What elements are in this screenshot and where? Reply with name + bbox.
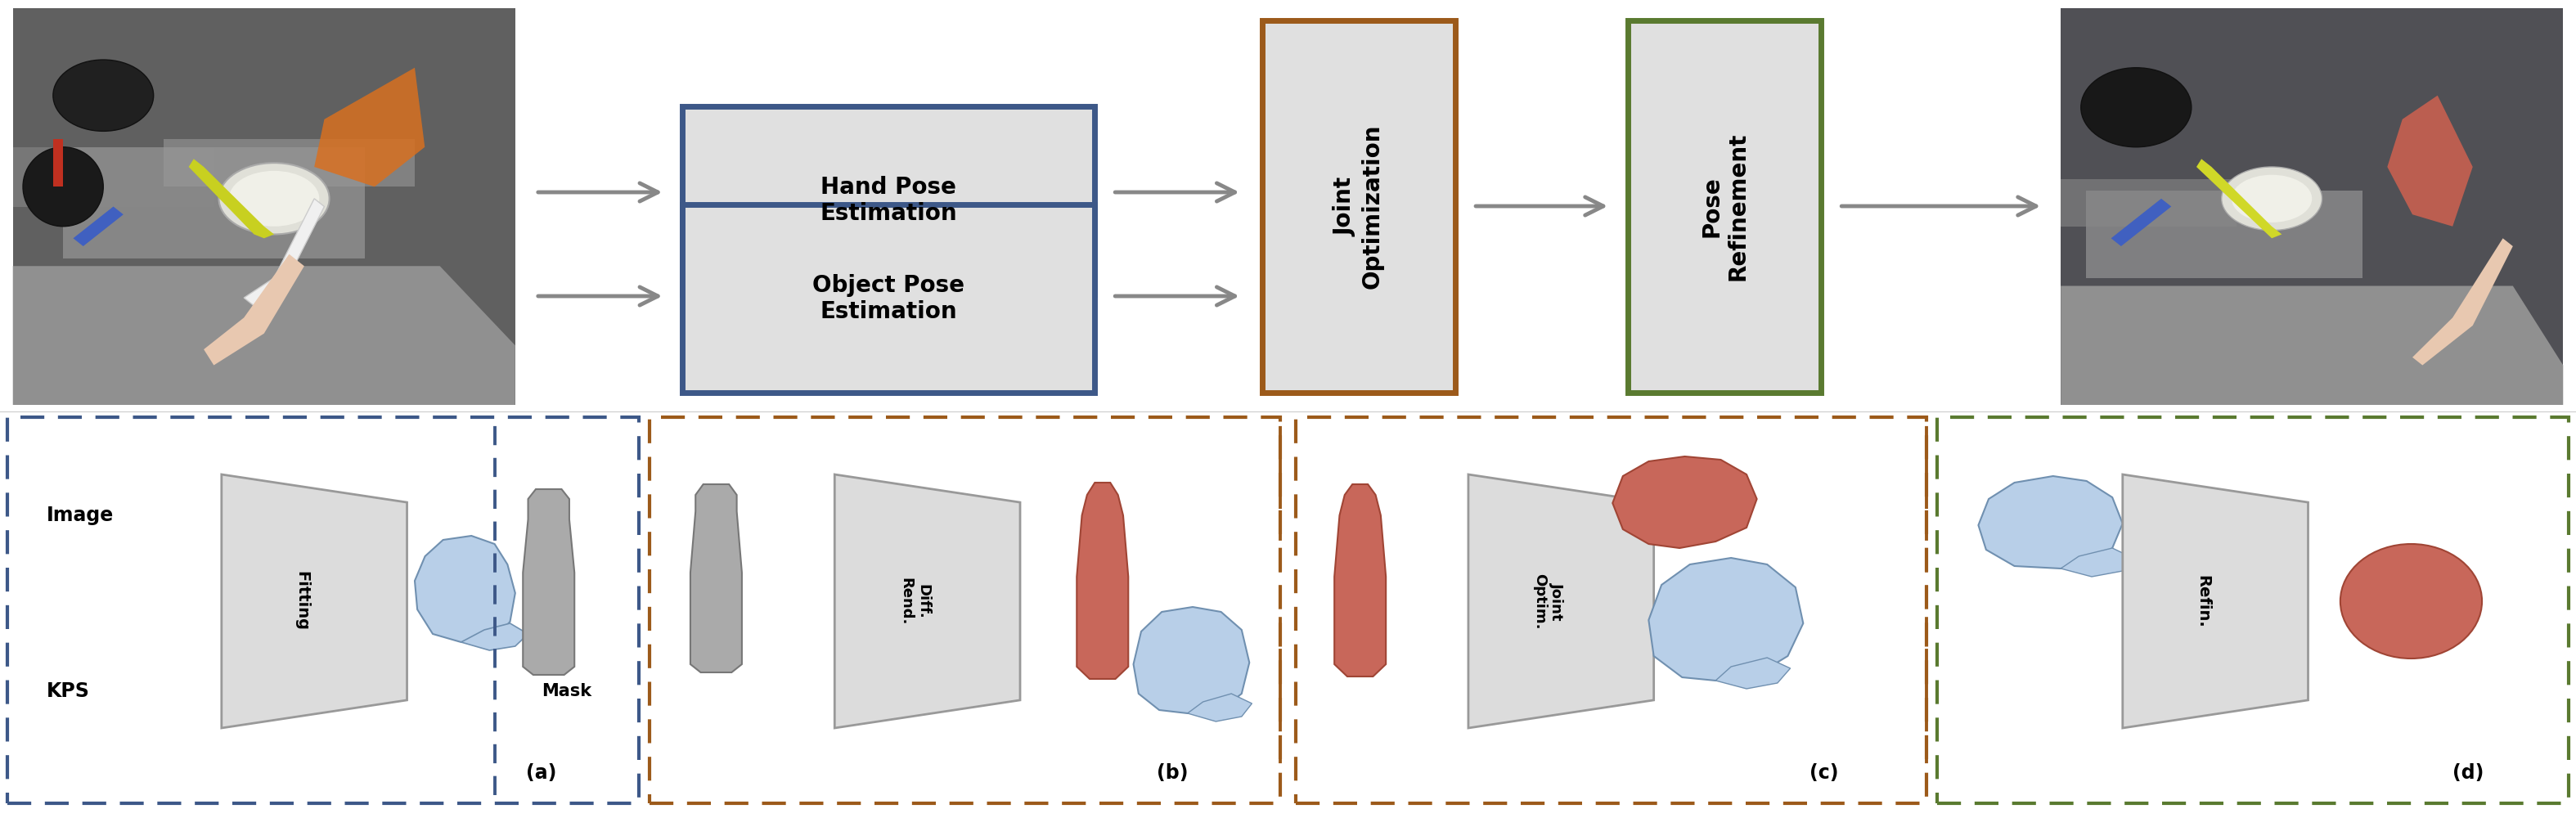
Polygon shape bbox=[1133, 607, 1249, 713]
Text: Joint
Optim.: Joint Optim. bbox=[1533, 573, 1564, 629]
Text: Object Pose
Estimation: Object Pose Estimation bbox=[811, 274, 966, 323]
Ellipse shape bbox=[229, 171, 319, 227]
Text: Diff.
Rend.: Diff. Rend. bbox=[899, 578, 930, 625]
Text: (c): (c) bbox=[1808, 763, 1839, 783]
Polygon shape bbox=[245, 199, 325, 306]
Text: KPS: KPS bbox=[46, 681, 90, 701]
Polygon shape bbox=[690, 484, 742, 672]
FancyBboxPatch shape bbox=[683, 204, 1095, 393]
Polygon shape bbox=[188, 159, 273, 238]
Polygon shape bbox=[1613, 456, 1757, 548]
Polygon shape bbox=[1716, 658, 1790, 689]
Text: Joint
Optimization: Joint Optimization bbox=[1334, 124, 1383, 289]
Polygon shape bbox=[1978, 476, 2123, 569]
Text: Pose
Refinement: Pose Refinement bbox=[1700, 133, 1749, 281]
Ellipse shape bbox=[2231, 175, 2313, 222]
Polygon shape bbox=[72, 206, 124, 246]
Polygon shape bbox=[1077, 483, 1128, 679]
Text: (d): (d) bbox=[2452, 763, 2483, 783]
Polygon shape bbox=[222, 474, 407, 728]
Polygon shape bbox=[13, 266, 515, 405]
Bar bbox=[2061, 179, 2236, 227]
Polygon shape bbox=[204, 254, 304, 365]
Polygon shape bbox=[835, 474, 1020, 728]
Ellipse shape bbox=[219, 163, 330, 234]
Ellipse shape bbox=[54, 60, 155, 131]
Bar bbox=[649, 417, 1280, 803]
Ellipse shape bbox=[2342, 544, 2483, 658]
Bar bbox=[13, 8, 515, 405]
Polygon shape bbox=[1188, 694, 1252, 721]
Bar bbox=[2087, 191, 2362, 278]
Bar bbox=[165, 139, 415, 187]
Polygon shape bbox=[2197, 159, 2282, 238]
FancyBboxPatch shape bbox=[1262, 20, 1455, 393]
Bar bbox=[8, 417, 639, 803]
Text: Refin.: Refin. bbox=[2195, 575, 2210, 627]
Bar bbox=[2061, 8, 2563, 405]
Ellipse shape bbox=[2221, 167, 2321, 231]
Bar bbox=[1296, 417, 1927, 803]
Polygon shape bbox=[461, 623, 528, 650]
Polygon shape bbox=[314, 68, 425, 187]
Text: Fitting: Fitting bbox=[294, 571, 309, 631]
Polygon shape bbox=[415, 536, 515, 642]
Polygon shape bbox=[2123, 474, 2308, 728]
Ellipse shape bbox=[2081, 68, 2192, 147]
Polygon shape bbox=[1334, 484, 1386, 676]
Polygon shape bbox=[523, 489, 574, 675]
Text: (b): (b) bbox=[1157, 763, 1188, 783]
Polygon shape bbox=[2061, 286, 2563, 405]
FancyBboxPatch shape bbox=[1628, 20, 1821, 393]
Polygon shape bbox=[2061, 548, 2133, 577]
Text: Image: Image bbox=[46, 506, 113, 525]
Bar bbox=[13, 147, 214, 206]
Polygon shape bbox=[2112, 199, 2172, 246]
Text: (a): (a) bbox=[526, 763, 556, 783]
Bar bbox=[64, 147, 366, 258]
Bar bbox=[54, 139, 62, 187]
Polygon shape bbox=[1468, 474, 1654, 728]
Text: Hand Pose
Estimation: Hand Pose Estimation bbox=[819, 176, 958, 225]
Polygon shape bbox=[2388, 96, 2473, 227]
Polygon shape bbox=[1649, 558, 1803, 681]
FancyBboxPatch shape bbox=[683, 106, 1095, 294]
Bar bbox=[1937, 417, 2568, 803]
Ellipse shape bbox=[23, 147, 103, 227]
Polygon shape bbox=[2414, 238, 2514, 365]
Text: Mask: Mask bbox=[541, 683, 592, 699]
